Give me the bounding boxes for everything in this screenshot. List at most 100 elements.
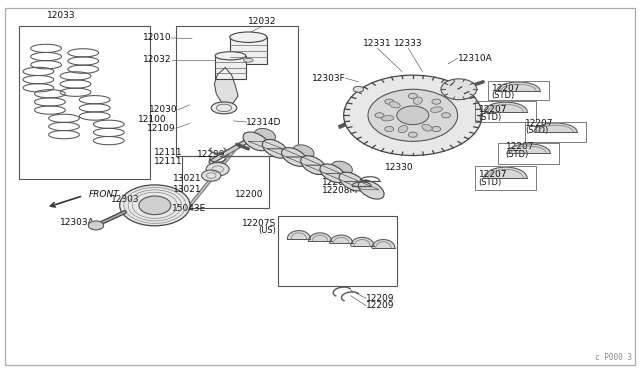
Circle shape xyxy=(385,126,394,132)
Circle shape xyxy=(368,89,458,141)
Ellipse shape xyxy=(282,148,307,166)
Text: 12032: 12032 xyxy=(143,55,172,64)
Polygon shape xyxy=(287,157,321,165)
Ellipse shape xyxy=(230,32,267,42)
Text: 12208M: 12208M xyxy=(322,178,358,187)
Text: (US): (US) xyxy=(259,226,276,235)
Polygon shape xyxy=(497,82,540,91)
Bar xyxy=(176,26,298,156)
Ellipse shape xyxy=(398,125,408,133)
Bar xyxy=(230,37,267,64)
Polygon shape xyxy=(287,231,310,239)
Text: (STD): (STD) xyxy=(479,178,502,187)
Text: 12100: 12100 xyxy=(138,115,166,124)
Bar xyxy=(475,166,536,190)
Text: 12032: 12032 xyxy=(248,17,276,26)
Text: 12209: 12209 xyxy=(366,301,395,310)
Bar xyxy=(215,56,246,79)
Text: 12303F: 12303F xyxy=(312,74,346,83)
Circle shape xyxy=(385,99,394,104)
Text: 13021: 13021 xyxy=(173,174,202,183)
Circle shape xyxy=(353,86,364,92)
Circle shape xyxy=(441,79,477,100)
Text: 13021: 13021 xyxy=(173,185,202,194)
Ellipse shape xyxy=(413,97,422,105)
Ellipse shape xyxy=(254,128,276,142)
Ellipse shape xyxy=(430,107,443,112)
Ellipse shape xyxy=(381,116,394,121)
Text: 12303A: 12303A xyxy=(60,218,95,227)
Ellipse shape xyxy=(292,145,314,159)
Circle shape xyxy=(120,185,190,226)
Circle shape xyxy=(408,132,417,137)
Text: 12207: 12207 xyxy=(525,119,554,128)
Text: 12207: 12207 xyxy=(479,105,508,114)
Polygon shape xyxy=(306,165,340,173)
Text: c P000 3: c P000 3 xyxy=(595,353,632,362)
Text: 12109: 12109 xyxy=(147,124,176,133)
Circle shape xyxy=(202,170,221,181)
Bar xyxy=(488,81,549,100)
Text: 12030: 12030 xyxy=(149,105,178,114)
Polygon shape xyxy=(214,68,238,105)
Circle shape xyxy=(206,163,229,176)
Ellipse shape xyxy=(339,172,365,191)
Text: 12207: 12207 xyxy=(506,142,534,151)
Text: 12299: 12299 xyxy=(196,150,225,159)
Polygon shape xyxy=(248,141,283,149)
Ellipse shape xyxy=(331,161,353,175)
Polygon shape xyxy=(351,237,374,246)
Text: 12200: 12200 xyxy=(236,190,264,199)
Polygon shape xyxy=(372,240,395,248)
Polygon shape xyxy=(484,102,527,112)
Circle shape xyxy=(88,221,104,230)
Text: (STD): (STD) xyxy=(506,150,529,159)
Text: 12331: 12331 xyxy=(364,39,392,48)
Text: 12314D: 12314D xyxy=(246,118,282,126)
Ellipse shape xyxy=(301,156,326,174)
Ellipse shape xyxy=(358,180,384,199)
Bar xyxy=(278,216,397,286)
Text: FRONT: FRONT xyxy=(88,190,119,199)
Text: 12111: 12111 xyxy=(154,157,182,166)
Text: 12330: 12330 xyxy=(385,163,414,172)
Polygon shape xyxy=(268,149,302,157)
Circle shape xyxy=(344,75,482,155)
Ellipse shape xyxy=(320,164,346,183)
Polygon shape xyxy=(308,233,332,241)
Text: 12303: 12303 xyxy=(111,195,140,203)
Bar xyxy=(19,26,150,179)
Text: (STD): (STD) xyxy=(479,113,502,122)
Text: 12209: 12209 xyxy=(366,294,395,303)
Polygon shape xyxy=(325,173,360,182)
Ellipse shape xyxy=(243,58,253,62)
Polygon shape xyxy=(330,235,353,243)
Text: 12208M: 12208M xyxy=(322,186,358,195)
Ellipse shape xyxy=(389,102,400,108)
Bar xyxy=(525,122,586,142)
Text: 12207S: 12207S xyxy=(242,219,276,228)
Text: 12111: 12111 xyxy=(154,148,182,157)
Ellipse shape xyxy=(262,140,288,158)
Ellipse shape xyxy=(243,132,269,151)
Circle shape xyxy=(442,113,451,118)
Text: 12333: 12333 xyxy=(394,39,422,48)
Polygon shape xyxy=(344,182,379,190)
Bar xyxy=(498,143,559,164)
Circle shape xyxy=(397,106,429,125)
Bar xyxy=(475,101,536,122)
Circle shape xyxy=(432,99,441,104)
Text: 12207: 12207 xyxy=(492,84,520,93)
Circle shape xyxy=(139,196,171,215)
Text: (STD): (STD) xyxy=(525,126,548,135)
Ellipse shape xyxy=(422,124,432,131)
Polygon shape xyxy=(534,123,577,132)
Text: 12207: 12207 xyxy=(479,170,508,179)
Circle shape xyxy=(432,126,441,132)
Polygon shape xyxy=(507,144,550,153)
Circle shape xyxy=(408,93,417,99)
Text: 12033: 12033 xyxy=(47,12,75,20)
Text: (STD): (STD) xyxy=(492,91,515,100)
Bar xyxy=(182,156,269,208)
Ellipse shape xyxy=(211,102,237,114)
